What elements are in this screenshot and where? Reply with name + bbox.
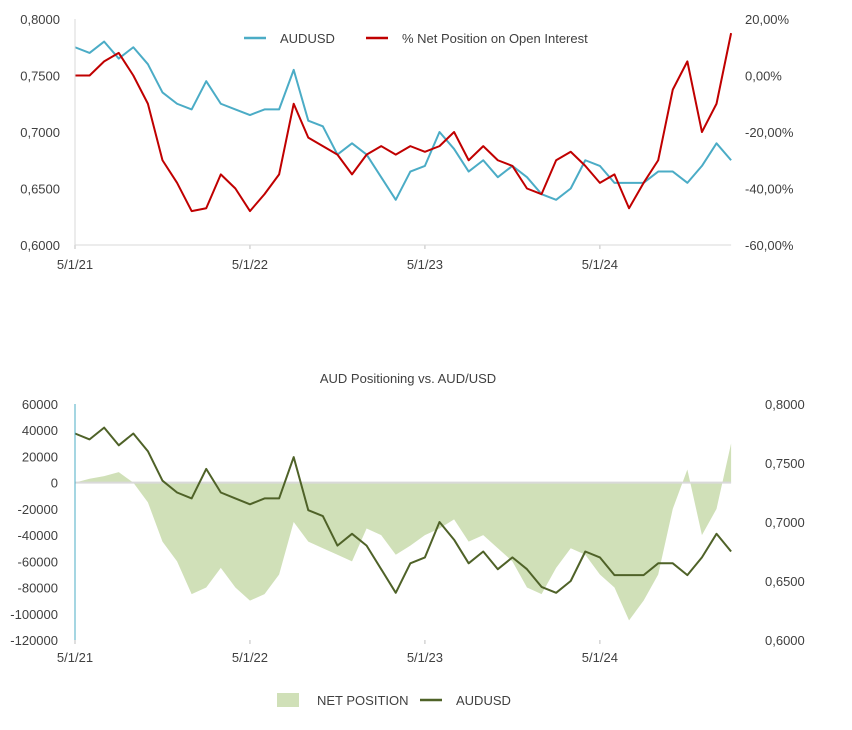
y-left-tick-label: -20000 [18, 502, 58, 517]
y-left-tick-label: 60000 [22, 397, 58, 412]
x-tick-label: 5/1/23 [407, 257, 443, 272]
y-left-tick-label: -40000 [18, 528, 58, 543]
net-position-pct-line [75, 32, 733, 213]
y-right-tick-label: 0,6500 [765, 574, 805, 589]
audusd-line [74, 40, 732, 201]
y-left-tick-label: -80000 [18, 581, 58, 596]
y-left-tick-label: -100000 [10, 607, 58, 622]
y-left-tick-label: 0,7500 [20, 69, 60, 84]
y-left-tick-label: -60000 [18, 554, 58, 569]
y-right-tick-label: -60,00% [745, 238, 794, 253]
y-left-tick-label: 0,8000 [20, 12, 60, 27]
legend-label: % Net Position on Open Interest [402, 31, 588, 46]
y-right-tick-label: -40,00% [745, 182, 794, 197]
chart-1: 0,6000 0,6500 0,7000 0,7500 0,8000 -60,00% -40… [20, 12, 794, 272]
legend-label: AUDUSD [456, 693, 511, 708]
x-tick-label: 5/1/22 [232, 257, 268, 272]
chart-title: AUD Positioning vs. AUD/USD [320, 371, 496, 386]
y-right-tick-label: -20,00% [745, 125, 794, 140]
x-tick-label: 5/1/24 [582, 257, 618, 272]
audusd-line [74, 426, 732, 594]
y-right-tick-label: 0,7000 [765, 515, 805, 530]
net-position-area [75, 443, 732, 621]
y-left-tick-label: -120000 [10, 633, 58, 648]
y-left-tick-label: 0,6000 [20, 238, 60, 253]
legend-label: NET POSITION [317, 693, 409, 708]
y-left-tick-label: 0,6500 [20, 182, 60, 197]
y-right-tick-label: 0,6000 [765, 633, 805, 648]
y-left-tick-label: 20000 [22, 449, 58, 464]
legend: NET POSITION AUDUSD [277, 693, 511, 708]
y-left-tick-label: 40000 [22, 423, 58, 438]
y-left-tick-label: 0,7000 [20, 125, 60, 140]
chart-2: -120000 -100000 -80000 -60000 -40000 -20000 0 2… [10, 371, 804, 708]
y-left-tick-label: 0 [51, 476, 58, 491]
y-right-tick-label: 0,7500 [765, 456, 805, 471]
x-tick-label: 5/1/24 [582, 650, 618, 665]
y-right-tick-label: 0,00% [745, 69, 782, 84]
x-tick-label: 5/1/23 [407, 650, 443, 665]
x-tick-label: 5/1/21 [57, 257, 93, 272]
legend-swatch-net-position [277, 693, 299, 707]
y-right-tick-label: 20,00% [745, 12, 790, 27]
x-tick-label: 5/1/21 [57, 650, 93, 665]
legend: AUDUSD % Net Position on Open Interest [244, 31, 588, 46]
x-tick-label: 5/1/22 [232, 650, 268, 665]
legend-label: AUDUSD [280, 31, 335, 46]
y-right-tick-label: 0,8000 [765, 397, 805, 412]
